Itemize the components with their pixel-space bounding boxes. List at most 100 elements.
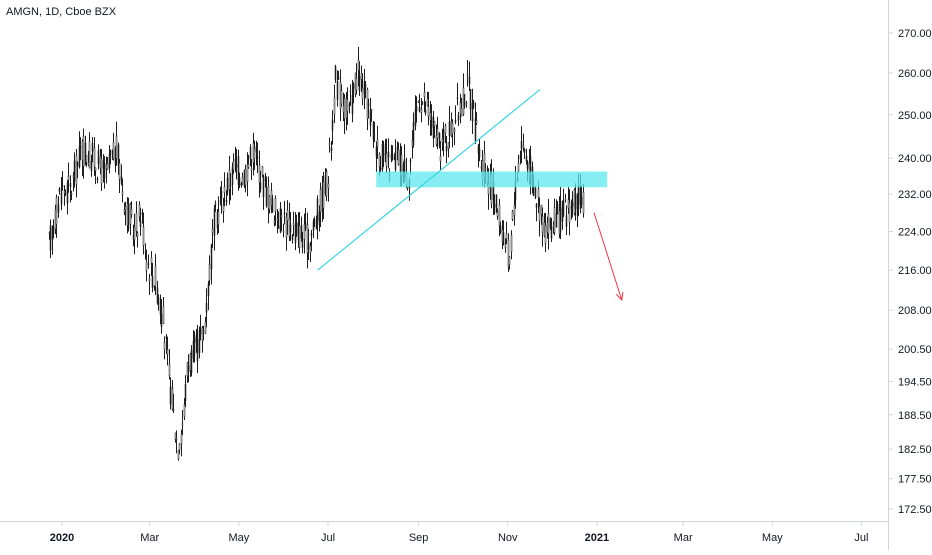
candle-body	[69, 183, 72, 187]
candle-body	[549, 218, 552, 228]
candle-body	[60, 192, 63, 205]
candle-body	[226, 177, 229, 193]
projection-arrow	[593, 212, 623, 301]
candle-body	[313, 219, 316, 225]
candle-body	[135, 212, 138, 232]
candle-body	[121, 191, 124, 195]
candle-body	[439, 155, 442, 162]
symbol-title: AMGN, 1D, Cboe BZX	[6, 6, 117, 18]
candle-body	[163, 342, 166, 350]
candle-body	[382, 144, 385, 156]
candle-body	[136, 232, 139, 237]
candle-body	[78, 146, 81, 168]
candle-body	[424, 109, 427, 114]
candle-body	[117, 144, 120, 166]
candle-body	[544, 225, 547, 244]
candle-body	[291, 235, 294, 240]
candle-body	[472, 101, 475, 108]
candle-body	[349, 90, 352, 93]
time-tick-label: Nov	[498, 532, 518, 544]
candle-body	[157, 297, 160, 304]
candle-body	[184, 384, 187, 402]
candle-body	[73, 160, 76, 182]
candle-body	[510, 234, 513, 252]
price-tick-label: 224.00	[898, 226, 932, 238]
candle-body	[348, 104, 351, 107]
candle-body	[150, 257, 153, 264]
candle-body	[280, 214, 283, 218]
candle-body	[547, 213, 550, 235]
candle-body	[318, 211, 321, 221]
candle-body	[166, 349, 169, 355]
candle-body	[180, 433, 183, 445]
candle-body	[286, 209, 289, 221]
candle-body	[205, 303, 208, 313]
candle-body	[300, 225, 303, 239]
trendline	[317, 89, 541, 271]
candle-body	[391, 155, 394, 160]
candle-body	[247, 163, 250, 168]
candle-body	[553, 207, 556, 233]
candle-body	[421, 102, 424, 104]
candle-body	[220, 191, 223, 199]
candle-body	[88, 141, 91, 169]
candle-body	[58, 188, 61, 193]
candle-body	[456, 97, 459, 99]
candle-body	[471, 103, 474, 122]
candle-body	[319, 189, 322, 213]
candle-body	[93, 147, 96, 167]
candle-body	[322, 181, 325, 209]
candle-body	[415, 106, 418, 112]
candle-body	[412, 121, 415, 146]
price-tick-label: 250.00	[898, 110, 932, 122]
candle-body	[426, 98, 429, 106]
candle-body	[513, 205, 516, 216]
price-tick-label: 270.00	[898, 28, 932, 40]
candle-body	[265, 186, 268, 207]
time-tick-label: May	[228, 532, 249, 544]
candle-body	[370, 109, 373, 111]
candle-body	[165, 335, 168, 340]
candle-body	[375, 147, 378, 157]
candle-body	[235, 164, 238, 168]
candle-body	[498, 204, 501, 226]
price-tick-label: 240.00	[898, 153, 932, 165]
candle-body	[190, 350, 193, 373]
candle-body	[97, 150, 100, 165]
time-axis[interactable]: 2020 Mar May Jul Sep Nov 2021 Mar May Jul	[50, 521, 869, 544]
price-tick-label: 194.50	[898, 376, 932, 388]
candle-body	[177, 450, 180, 460]
price-axis[interactable]: 270.00 260.00 250.00 240.00 232.00 224.00 216.…	[888, 28, 932, 516]
candle-body	[96, 178, 99, 180]
candle-body	[124, 205, 127, 210]
candle-body	[316, 198, 319, 226]
time-tick-label: Mar	[674, 532, 693, 544]
candle-body	[457, 114, 460, 121]
candle-body	[144, 250, 147, 253]
candle-body	[385, 153, 388, 167]
candle-body	[360, 73, 363, 80]
candle-body	[550, 227, 553, 239]
price-tick-label: 182.50	[898, 444, 932, 456]
candle-body	[75, 155, 78, 185]
candle-body	[292, 222, 295, 226]
candle-body	[535, 203, 538, 208]
candle-body	[387, 151, 390, 158]
candle-body	[475, 120, 478, 124]
candle-body	[207, 283, 210, 297]
candle-body	[187, 365, 190, 373]
candle-body	[208, 264, 211, 281]
candle-body	[379, 167, 382, 170]
candle-body	[295, 222, 298, 236]
time-tick-label: 2021	[585, 532, 609, 544]
candle-body	[223, 186, 226, 194]
candle-body	[246, 164, 249, 182]
candle-body	[103, 163, 106, 179]
candle-body	[271, 198, 274, 213]
candle-body	[85, 155, 88, 163]
candle-body	[540, 204, 543, 215]
candle-body	[307, 242, 310, 249]
candle-body	[343, 98, 346, 119]
